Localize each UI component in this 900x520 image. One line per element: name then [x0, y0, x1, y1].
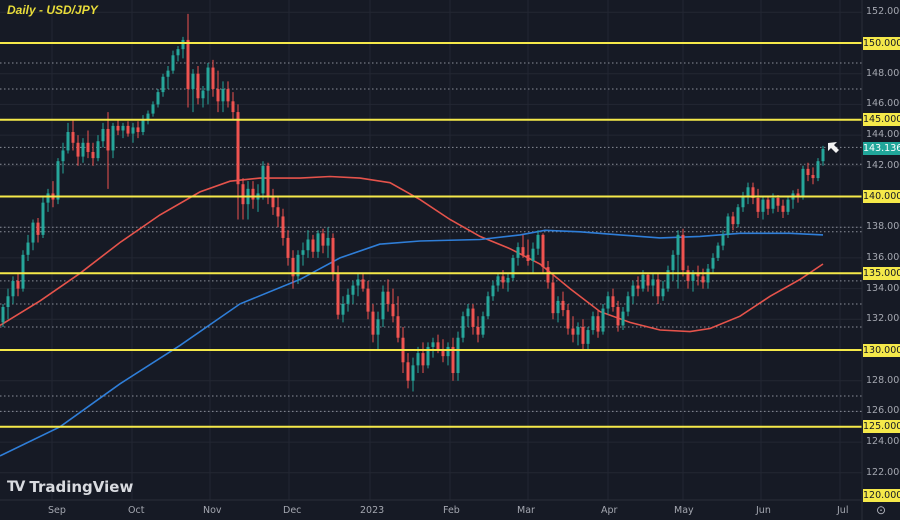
level-price-tag: 120.000 — [863, 489, 900, 502]
price-tick: 122.000 — [866, 466, 900, 478]
time-tick: Oct — [128, 505, 145, 516]
price-tick: 134.000 — [866, 282, 900, 294]
price-tick: 144.000 — [866, 129, 900, 141]
level-price-tag: 125.000 — [863, 420, 900, 434]
level-price-tag: 130.000 — [863, 343, 900, 357]
arrow-annotation-icon[interactable] — [828, 142, 839, 153]
price-tick: 148.000 — [866, 67, 900, 79]
level-price-tag: 150.000 — [863, 36, 900, 50]
time-tick: Dec — [283, 505, 302, 516]
price-tick: 146.000 — [866, 98, 900, 110]
time-tick: Jun — [756, 505, 771, 516]
tradingview-logo-text: TradingView — [29, 478, 134, 496]
price-tick: 132.000 — [866, 313, 900, 325]
time-tick: Mar — [517, 505, 535, 516]
time-tick: Feb — [443, 505, 460, 516]
tradingview-logo[interactable]: TV TradingView — [7, 478, 133, 496]
price-tick: 136.000 — [866, 251, 900, 263]
price-tick: 124.000 — [866, 436, 900, 448]
time-tick: 2023 — [360, 505, 385, 516]
tradingview-logo-icon: TV — [7, 479, 25, 495]
time-tick: May — [674, 505, 694, 516]
candlesticks — [1, 13, 825, 392]
price-tick: 142.000 — [866, 159, 900, 171]
current-price-tag: 143.136 — [863, 141, 900, 155]
time-tick: Nov — [203, 505, 222, 516]
price-tick: 138.000 — [866, 221, 900, 233]
price-tick: 152.000 — [866, 6, 900, 18]
price-tick: 126.000 — [866, 405, 900, 417]
moving-averages — [0, 175, 824, 457]
horizontal-levels[interactable] — [0, 42, 862, 428]
level-price-tag: 145.000 — [863, 113, 900, 127]
level-price-tag: 140.000 — [863, 190, 900, 203]
level-price-tag: 135.000 — [863, 266, 900, 280]
chart-title: Daily - USD/JPY — [7, 3, 98, 17]
time-tick: Apr — [601, 505, 618, 516]
time-tick: Jul — [837, 505, 849, 516]
time-tick: Sep — [48, 505, 66, 516]
settings-gear-icon[interactable]: ⊙ — [875, 503, 887, 517]
price-tick: 128.000 — [866, 374, 900, 386]
